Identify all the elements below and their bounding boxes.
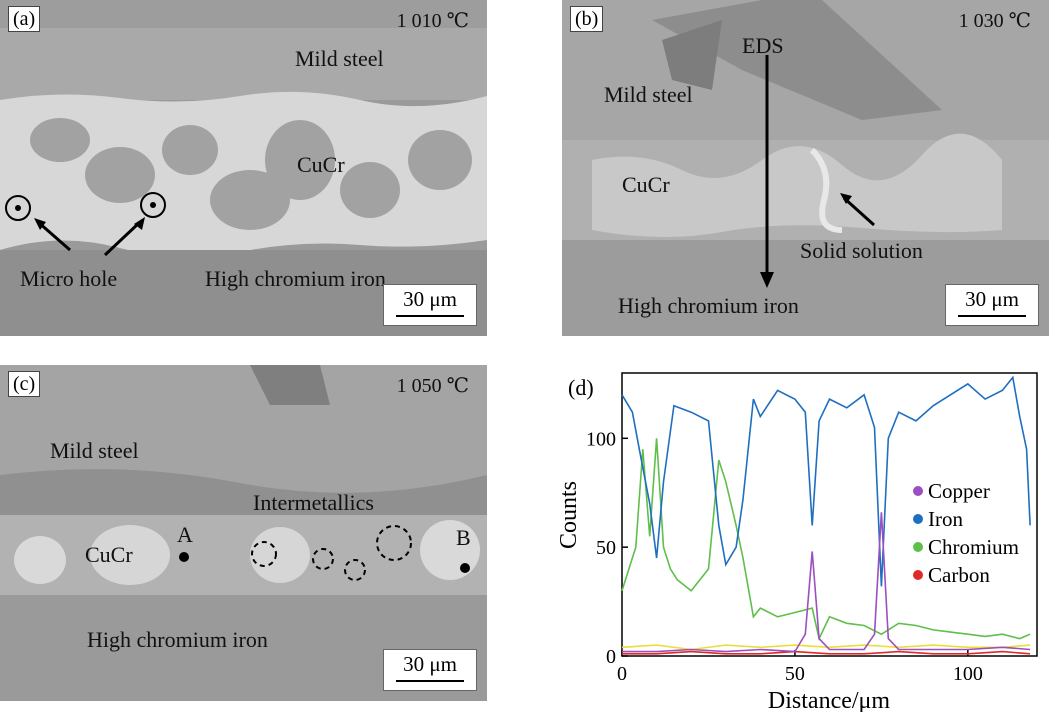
label-hci-b: High chromium iron <box>618 293 799 318</box>
series-line-carbon <box>622 650 1031 655</box>
temperature-b: 1 030 ℃ <box>958 10 1031 32</box>
series-line-chromium <box>621 438 1031 642</box>
scale-bar-label-b: 30 μm <box>965 287 1019 311</box>
label-hci-a: High chromium iron <box>205 266 386 291</box>
x-tick-label: 100 <box>953 663 983 685</box>
scale-bar-label-c: 30 μm <box>403 652 457 676</box>
micrograph-c: (c) 1 050 ℃ Mild steel Intermetallics Cu… <box>0 365 487 701</box>
y-tick-label: 0 <box>606 646 616 668</box>
legend-label-iron: Iron <box>928 507 963 531</box>
panel-tag-a: (a) <box>8 6 41 32</box>
label-eds: EDS <box>742 33 784 58</box>
micrograph-b: (b) 1 030 ℃ EDS Mild steel CuCr Solid so… <box>562 0 1049 336</box>
legend-marker-carbon <box>913 570 923 580</box>
label-cucr-b: CuCr <box>622 172 670 197</box>
label-mild-steel-a: Mild steel <box>295 46 384 71</box>
label-mild-steel-c: Mild steel <box>50 438 139 463</box>
label-intermetallics: Intermetallics <box>253 490 374 515</box>
legend-marker-chromium <box>913 542 923 552</box>
x-tick-label: 50 <box>785 663 805 685</box>
x-tick-label: 0 <box>617 663 627 685</box>
series-line-iron <box>621 375 1031 587</box>
legend-label-copper: Copper <box>928 479 990 503</box>
legend-label-chromium: Chromium <box>928 535 1019 559</box>
y-tick-label: 100 <box>586 428 616 450</box>
label-hci-c: High chromium iron <box>87 627 268 652</box>
series-line-copper <box>622 512 1031 653</box>
micrograph-c-texture <box>0 365 487 701</box>
panel-tag-c: (c) <box>8 371 41 397</box>
temperature-c: 1 050 ℃ <box>396 375 469 397</box>
label-point-b: B <box>456 525 471 550</box>
label-mild-steel-b: Mild steel <box>604 82 693 107</box>
micrograph-a: (a) 1 010 ℃ Mild steel CuCr Micro hole H… <box>0 0 487 336</box>
scale-bar-label-a: 30 μm <box>403 287 457 311</box>
scale-bar-b: 30 μm <box>945 284 1039 326</box>
temperature-a: 1 010 ℃ <box>396 10 469 32</box>
scale-bar-a: 30 μm <box>383 284 477 326</box>
scale-bar-c: 30 μm <box>383 649 477 691</box>
y-axis-label: Counts <box>556 481 582 549</box>
legend-marker-iron <box>913 514 923 524</box>
label-micro-hole: Micro hole <box>20 266 118 291</box>
label-cucr-c: CuCr <box>85 542 133 567</box>
label-solid-solution: Solid solution <box>800 238 923 263</box>
legend-label-carbon: Carbon <box>928 563 990 587</box>
label-cucr-a: CuCr <box>297 152 345 177</box>
plot-frame <box>621 372 1038 657</box>
y-tick-label: 50 <box>596 537 616 559</box>
line-profile-chart: (d) 0 50 100 0 50 100 Copper Iron Chromium Carbo… <box>556 372 1038 712</box>
x-axis-label: Distance/μm <box>768 688 891 712</box>
legend-marker-copper <box>913 486 923 496</box>
chart-d: (d) 0 50 100 0 50 100 Copper Iron Chromium Carbo… <box>548 365 1049 712</box>
label-point-a: A <box>177 522 193 547</box>
panel-tag-b: (b) <box>570 6 604 32</box>
panel-tag-d: (d) <box>568 375 594 400</box>
